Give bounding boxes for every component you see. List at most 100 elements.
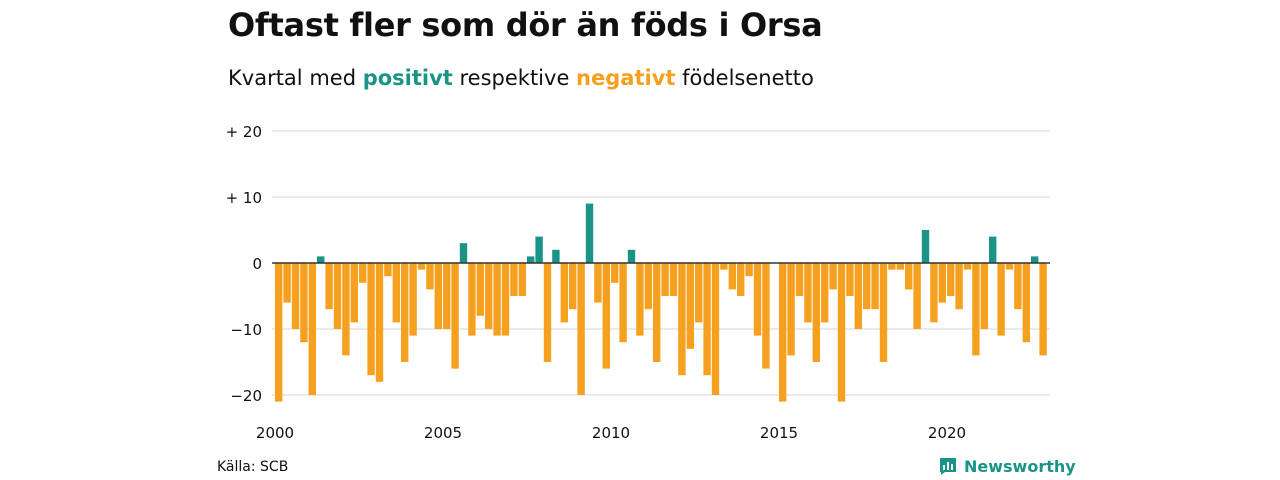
bar — [703, 263, 711, 376]
bar — [543, 263, 552, 362]
x-tick-label: 2000 — [256, 424, 294, 442]
bar — [577, 263, 585, 395]
y-tick-label: −10 — [230, 321, 262, 339]
bar — [863, 263, 871, 310]
bar — [888, 263, 896, 270]
bar — [619, 263, 627, 343]
bar — [812, 263, 820, 362]
bar — [695, 263, 703, 323]
bar — [905, 263, 913, 290]
bar — [636, 263, 644, 336]
subtitle-middle: respektive — [452, 66, 577, 90]
x-tick-label: 2005 — [424, 424, 462, 442]
bar — [342, 263, 350, 356]
bar — [359, 263, 367, 283]
bars — [275, 203, 1047, 402]
bar — [753, 263, 762, 336]
y-tick-label: −20 — [230, 387, 262, 405]
bar — [611, 263, 619, 283]
bar — [535, 236, 543, 263]
bar — [930, 263, 938, 323]
y-tick-label: + 10 — [226, 189, 262, 207]
bar — [333, 263, 342, 329]
bar — [879, 263, 888, 362]
bar — [997, 263, 1005, 336]
bar — [585, 203, 594, 263]
bar — [661, 263, 669, 296]
bar — [510, 263, 518, 296]
bar — [1022, 263, 1030, 343]
x-tick-label: 2020 — [928, 424, 966, 442]
bar — [644, 263, 652, 310]
bar — [1014, 263, 1022, 310]
bar — [938, 263, 946, 303]
bar — [308, 263, 316, 395]
bar — [1031, 256, 1039, 263]
bar — [947, 263, 955, 296]
bar — [552, 249, 560, 263]
newsworthy-logo-icon — [940, 458, 956, 475]
bar — [501, 263, 510, 336]
bar — [854, 263, 862, 329]
bar — [972, 263, 980, 356]
bar — [392, 263, 400, 323]
y-axis-ticks: + 20 + 10 0 −10 −20 — [226, 123, 262, 405]
bar — [711, 263, 720, 395]
bar — [325, 263, 333, 310]
x-tick-label: 2015 — [760, 424, 798, 442]
bar — [669, 263, 678, 296]
bar — [518, 263, 526, 296]
bar — [787, 263, 795, 356]
bar — [762, 263, 770, 369]
x-tick-label: 2010 — [592, 424, 630, 442]
y-tick-label: 0 — [252, 255, 262, 273]
subtitle-suffix: födelsenetto — [675, 66, 814, 90]
brand-logo: Newsworthy — [938, 456, 1076, 476]
bar — [837, 263, 846, 402]
bar — [367, 263, 375, 376]
bar — [493, 263, 501, 336]
bar — [459, 243, 468, 263]
bar — [795, 263, 804, 296]
bar — [871, 263, 879, 310]
bar — [728, 263, 736, 290]
bar — [737, 263, 745, 296]
bar — [602, 263, 610, 369]
bar — [443, 263, 451, 329]
bar — [317, 256, 325, 263]
bar — [779, 263, 787, 402]
subtitle-positive-word: positivt — [362, 66, 453, 90]
bar — [913, 263, 921, 329]
bar — [384, 263, 392, 277]
bar — [300, 263, 308, 343]
bar — [527, 256, 535, 263]
bar — [291, 263, 300, 329]
chart-subtitle: Kvartal med positivt respektive negativt… — [228, 66, 814, 90]
bar — [653, 263, 661, 362]
bar — [1039, 263, 1047, 356]
bar — [804, 263, 812, 323]
bar — [686, 263, 694, 349]
bar — [678, 263, 686, 376]
y-tick-label: + 20 — [226, 123, 262, 141]
source-label: Källa: SCB — [217, 459, 289, 475]
bar — [921, 230, 930, 263]
bar — [275, 263, 283, 402]
brand-name: Newsworthy — [964, 456, 1076, 476]
x-axis-ticks: 2000 2005 2010 2015 2020 — [256, 424, 966, 442]
bar — [283, 263, 291, 303]
bar — [989, 236, 997, 263]
bar — [350, 263, 358, 323]
bar — [569, 263, 577, 310]
bar — [409, 263, 417, 336]
subtitle-negative-word: negativt — [576, 66, 676, 90]
bar — [627, 249, 636, 263]
bar — [955, 263, 963, 310]
bar — [401, 263, 409, 362]
bar — [476, 263, 484, 316]
bar — [417, 263, 426, 270]
chart-title: Oftast fler som dör än föds i Orsa — [228, 6, 823, 44]
bar — [980, 263, 988, 329]
bar — [594, 263, 602, 303]
bar — [963, 263, 972, 270]
